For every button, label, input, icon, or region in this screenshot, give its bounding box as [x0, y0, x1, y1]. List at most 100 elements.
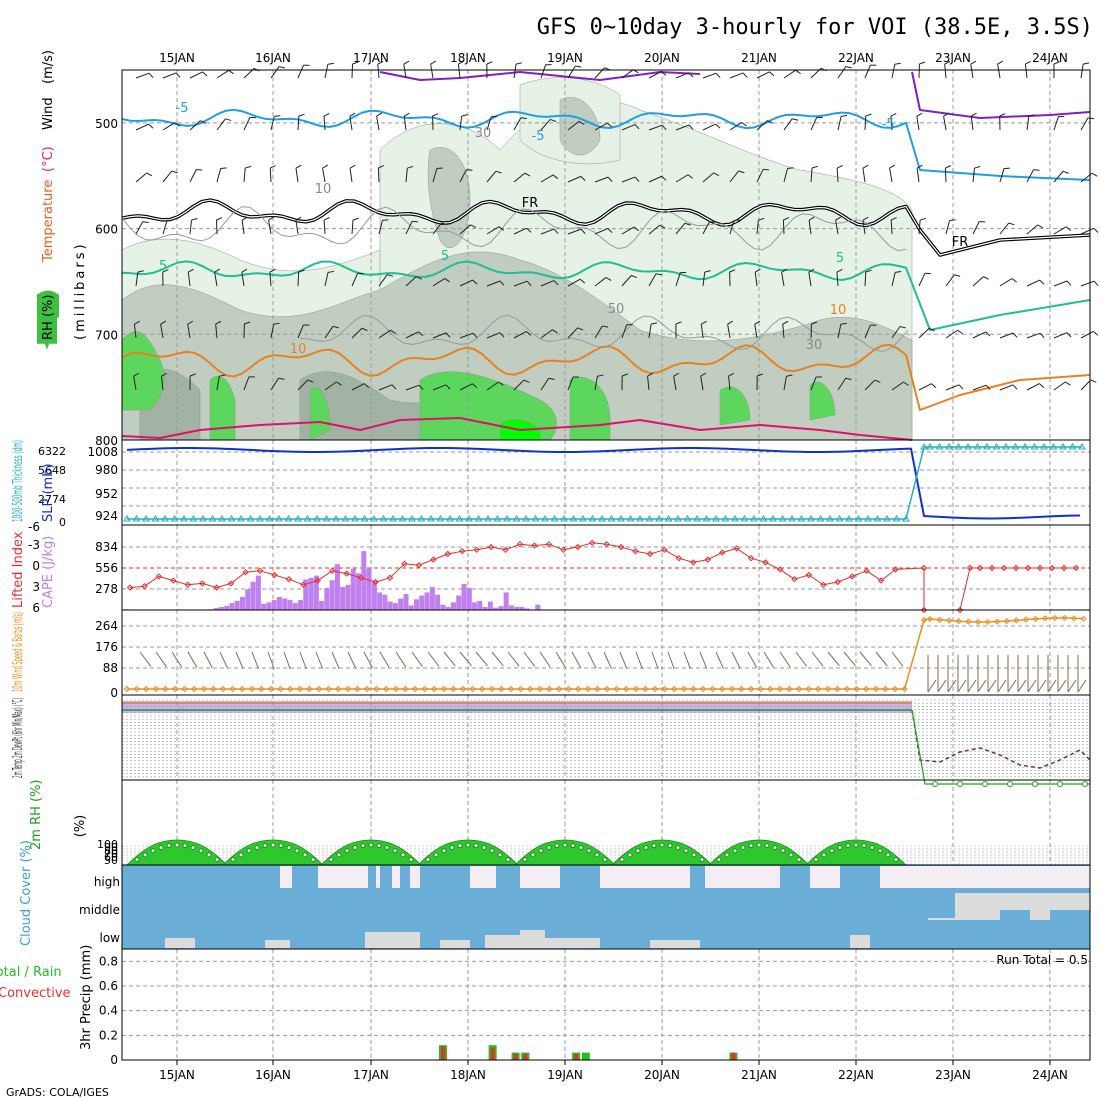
- wind-speed-marker: [993, 618, 1001, 625]
- wind-barb: [651, 651, 659, 670]
- wind-speed-marker: [843, 685, 851, 693]
- wind-barb-flag: [520, 117, 527, 120]
- wind-barb-flag: [1017, 679, 1027, 693]
- cape-bar: [213, 608, 219, 610]
- rh-marker: [635, 848, 641, 854]
- wind-barb: [648, 70, 662, 79]
- wind-barb: [594, 67, 605, 79]
- rh-tick-label: 80: [104, 844, 118, 857]
- wind-speed-marker: [862, 685, 870, 693]
- wind-speed-line: [127, 617, 1084, 690]
- wind-barb: [555, 651, 566, 668]
- wind-barb-flag: [403, 112, 410, 117]
- cape-bar: [319, 600, 325, 610]
- wind-barb: [171, 651, 183, 668]
- wind-barb: [945, 274, 955, 287]
- precip-convective-bar: [574, 1053, 579, 1060]
- wind-barb-flag: [895, 271, 902, 273]
- wind-barb-flag: [148, 72, 154, 79]
- wind-barb: [432, 278, 446, 287]
- wind-barb: [700, 376, 704, 391]
- wind-barb: [999, 168, 1005, 183]
- wind-barb: [267, 651, 275, 670]
- precip-label: 3hr Precip (mm): [79, 945, 94, 1050]
- wind-speed-marker: [430, 685, 438, 693]
- wind-barb-flag: [605, 277, 612, 281]
- wind-barb: [756, 71, 770, 79]
- wind-speed-marker: [728, 685, 736, 693]
- wind-barb-flag: [782, 320, 789, 325]
- rh-marker: [246, 848, 252, 854]
- rh-marker: [376, 843, 382, 849]
- cape-bar: [424, 592, 430, 610]
- li-marker: [1024, 564, 1032, 572]
- li-marker: [747, 554, 755, 562]
- rh-marker: [756, 842, 762, 848]
- cloud-high-clear: [410, 866, 420, 888]
- wind-barb: [728, 376, 731, 391]
- wind-barb-flag: [903, 381, 909, 386]
- wind-speed-marker: [709, 685, 716, 693]
- wind-barb-flag: [715, 72, 721, 79]
- thickness-marker: [598, 515, 606, 522]
- wind-barb-flag: [577, 327, 584, 331]
- rh-marker: [667, 843, 673, 849]
- wind-barb-flag: [382, 219, 389, 221]
- precip-convective-bar: [731, 1052, 736, 1060]
- wind-barb: [251, 651, 259, 669]
- wind-barb: [513, 331, 527, 339]
- thickness-marker: [1040, 443, 1048, 450]
- cape-bar: [387, 601, 393, 610]
- pressure-label: (millibars): [73, 241, 88, 340]
- li-marker: [329, 567, 336, 575]
- cape-bar: [487, 601, 493, 610]
- wind-barb-flag: [220, 167, 227, 169]
- wind-barb: [297, 64, 304, 79]
- wind-tick-label: 0: [110, 686, 118, 700]
- li-marker: [661, 546, 668, 554]
- cape-bar: [287, 600, 293, 610]
- wind-barb: [432, 222, 442, 235]
- wind-barb: [891, 272, 896, 287]
- wind-barb: [837, 378, 847, 391]
- wind-barb: [459, 169, 467, 183]
- rh-marker: [481, 845, 487, 851]
- thickness-marker: [902, 515, 910, 522]
- wind-speed-marker: [613, 685, 620, 693]
- li-marker: [300, 581, 307, 589]
- wind-barb: [808, 220, 812, 235]
- wind-barb: [459, 224, 471, 235]
- wind-barb: [890, 116, 893, 131]
- wind-barb-flag: [523, 379, 530, 383]
- wind-barb: [1080, 330, 1094, 339]
- wind-barb: [295, 220, 299, 235]
- wind-barb-flag: [161, 372, 168, 377]
- rh-marker: [489, 848, 495, 854]
- y-tick-label: 500: [95, 117, 118, 131]
- wind-barb: [216, 118, 226, 131]
- wind-barb: [347, 651, 357, 669]
- wind-barb: [1024, 64, 1028, 79]
- thickness-tick-label: 0: [59, 516, 66, 529]
- li-marker: [1000, 564, 1008, 572]
- li-marker: [834, 578, 841, 586]
- rh-shading: [719, 386, 751, 426]
- magenta-contour: [121, 417, 913, 441]
- wind-barb: [297, 379, 309, 391]
- wind-barb-flag: [999, 113, 1006, 117]
- wind-barb: [378, 274, 388, 287]
- thickness-marker: [655, 515, 663, 522]
- lifted-index-label: Lifted Index: [11, 531, 26, 608]
- slp-label: SLP (mb): [41, 463, 56, 522]
- rh-marker: [675, 845, 681, 851]
- upper-air-panel: -5 -5 -5 FR FR 5 5 5 10 10 30 30 50 10 500 600 700 800 R…: [36, 50, 1099, 448]
- rh-marker: [716, 857, 722, 863]
- rh-tick-label: 90: [104, 841, 118, 854]
- li-marker: [589, 539, 596, 547]
- thickness-marker: [636, 515, 644, 522]
- wind-barb-flag: [390, 329, 396, 334]
- li-marker: [704, 556, 711, 563]
- wind-barb: [648, 224, 661, 235]
- cape-bar: [482, 606, 488, 610]
- cape-bar: [519, 606, 525, 610]
